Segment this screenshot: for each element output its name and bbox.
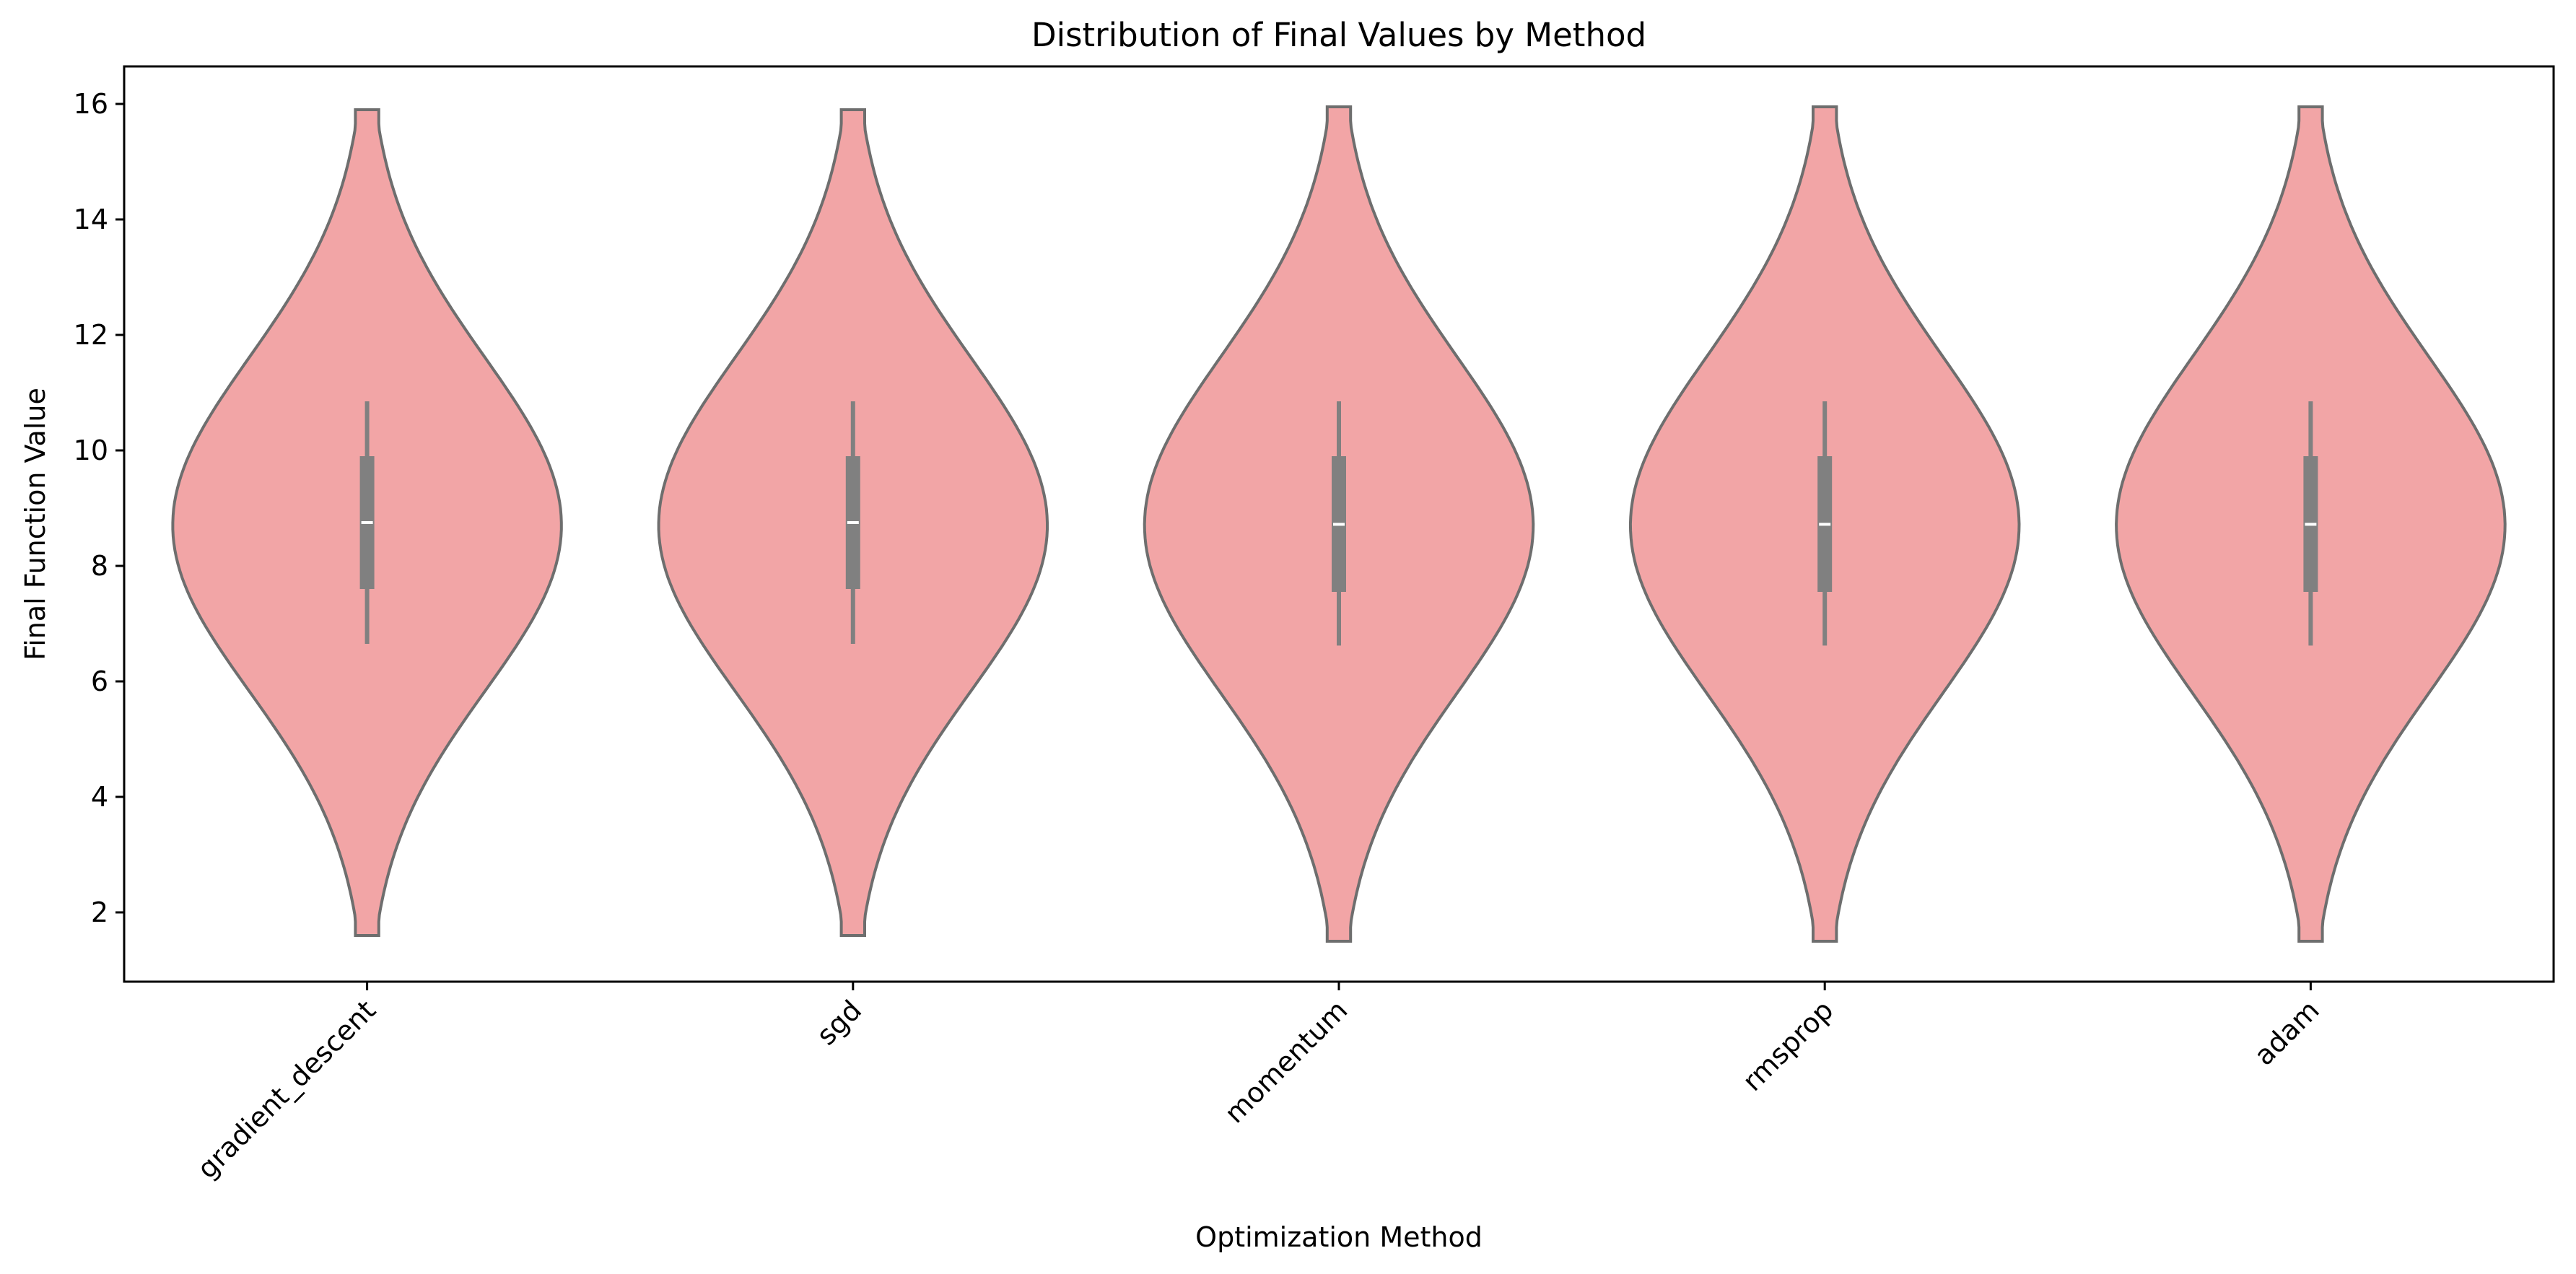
x-tick-label: rmsprop: [1737, 994, 1840, 1097]
y-axis-label: Final Function Value: [19, 388, 51, 660]
x-axis: gradient_descent sgd momentum rmsprop adam: [191, 982, 2326, 1184]
y-tick-label: 12: [74, 319, 108, 351]
y-tick-label: 4: [91, 781, 108, 813]
y-tick-label: 10: [74, 435, 108, 466]
x-tick-label: adam: [2248, 994, 2325, 1071]
x-axis-label: Optimization Method: [1195, 1221, 1483, 1253]
x-tick-label: gradient_descent: [191, 994, 382, 1184]
x-tick-label: momentum: [1218, 994, 1353, 1129]
chart-title: Distribution of Final Values by Method: [1031, 16, 1646, 54]
x-tick-label: sgd: [811, 994, 868, 1051]
y-tick-label: 2: [91, 896, 108, 928]
y-axis: 2 4 6 8 10 12 14 16: [74, 88, 124, 928]
y-tick-label: 14: [74, 204, 108, 235]
y-tick-label: 6: [91, 666, 108, 697]
y-tick-label: 8: [91, 550, 108, 582]
y-tick-label: 16: [74, 88, 108, 120]
violin-series: [171, 105, 2507, 943]
